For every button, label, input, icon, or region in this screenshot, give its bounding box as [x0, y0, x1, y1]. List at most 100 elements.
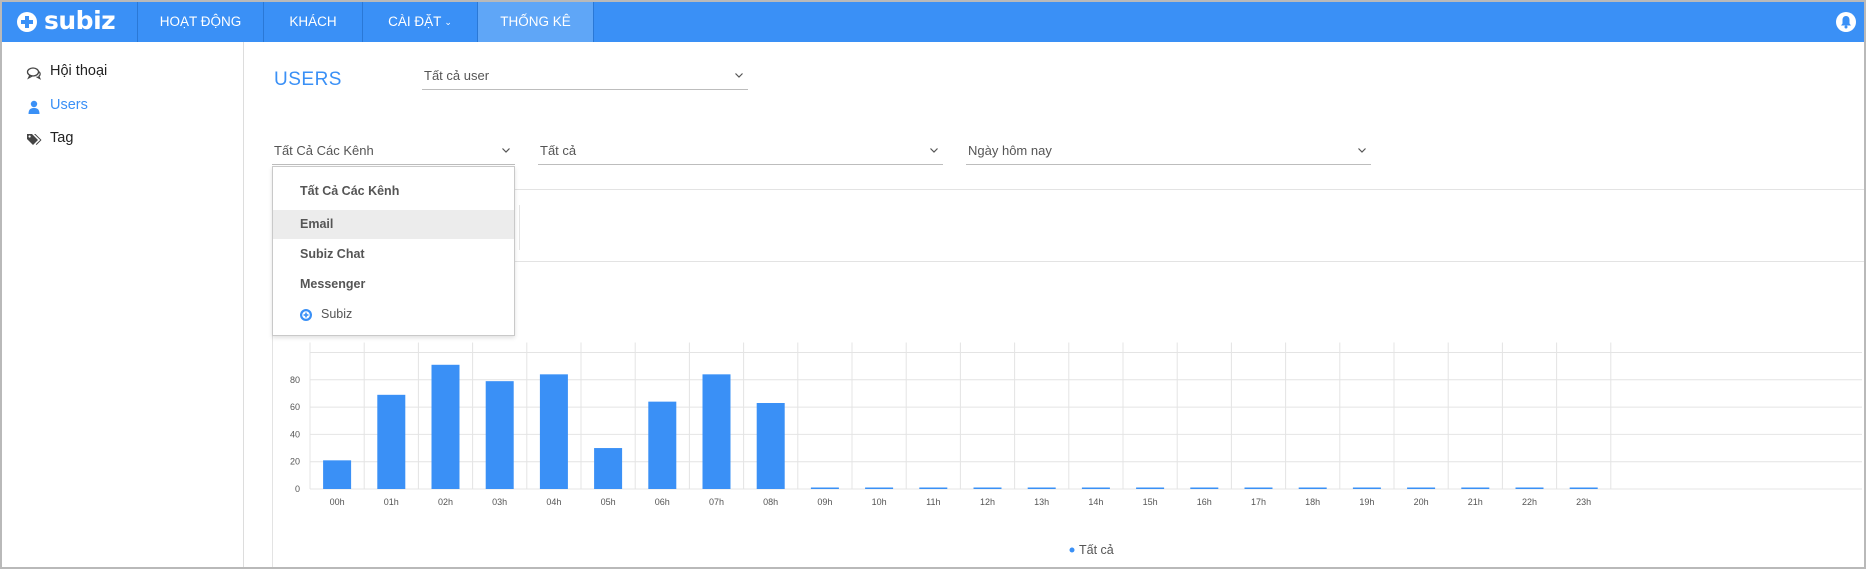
dropdown-item-all-channels[interactable]: Tất Cả Các Kênh	[273, 177, 514, 206]
chart-bar-09h[interactable]	[810, 487, 839, 490]
dropdown-item-label: Messenger	[300, 277, 366, 291]
section-divider	[272, 189, 1864, 190]
x-tick-label: 12h	[980, 497, 995, 507]
sidebar-item-label: Tag	[50, 130, 74, 146]
tags-icon	[27, 134, 42, 145]
channel-filter-value: Tất Cả Các Kênh	[274, 143, 374, 158]
sidebar-item-hoi-thoai[interactable]: Hội thoại	[26, 62, 216, 84]
dropdown-item-subiz[interactable]: Subiz	[273, 300, 514, 329]
user-filter-select[interactable]: Tất cả user	[422, 65, 748, 90]
chart-bar-10h[interactable]	[865, 487, 894, 490]
chevron-down-icon	[502, 148, 510, 153]
legend-marker	[1069, 547, 1075, 553]
date-filter-select[interactable]: Ngày hôm nay	[966, 140, 1371, 165]
chart-bar-03h[interactable]	[485, 381, 514, 489]
x-tick-label: 10h	[872, 497, 887, 507]
chart-bar-16h[interactable]	[1190, 487, 1219, 490]
chart-bars	[323, 364, 1598, 490]
y-tick-label: 20	[290, 457, 300, 467]
y-tick-label: 0	[295, 484, 300, 494]
sidebar-item-tag[interactable]: Tag	[26, 129, 216, 151]
nav-separator	[263, 2, 264, 42]
chart-bar-11h[interactable]	[919, 487, 948, 490]
subiz-logo-icon	[17, 12, 37, 32]
dropdown-item-label: Subiz	[321, 307, 353, 321]
top-navbar: subiz HOẠT ĐỘNG KHÁCH CÀI ĐẶT ⌄ THỐNG KÊ	[2, 2, 1864, 42]
x-tick-label: 17h	[1251, 497, 1266, 507]
chart-bar-14h[interactable]	[1081, 487, 1110, 490]
nav-separator	[137, 2, 138, 42]
status-filter-select[interactable]: Tất cả	[538, 140, 943, 165]
subiz-logo[interactable]: subiz	[16, 6, 120, 38]
chart-bar-21h[interactable]	[1461, 487, 1490, 490]
chat-bubbles-icon	[26, 67, 42, 80]
nav-cai-dat-label: CÀI ĐẶT	[388, 14, 442, 29]
chart-bar-22h[interactable]	[1515, 487, 1544, 490]
dropdown-item-label: Tất Cả Các Kênh	[300, 184, 400, 198]
x-tick-label: 08h	[763, 497, 778, 507]
chart-bar-00h[interactable]	[323, 460, 352, 489]
nav-thong-ke[interactable]: THỐNG KÊ	[478, 2, 593, 42]
dropdown-item-subiz-chat[interactable]: Subiz Chat	[273, 240, 514, 269]
panel-border	[272, 189, 273, 567]
chart-bar-05h[interactable]	[594, 448, 623, 489]
chart-bar-04h[interactable]	[539, 374, 568, 489]
sidebar-item-users[interactable]: Users	[26, 96, 216, 118]
x-tick-label: 04h	[546, 497, 561, 507]
y-tick-label: 80	[290, 375, 300, 385]
chart-bar-13h[interactable]	[1027, 487, 1056, 490]
x-tick-label: 03h	[492, 497, 507, 507]
x-tick-label: 09h	[817, 497, 832, 507]
nav-khach-label: KHÁCH	[289, 14, 337, 29]
chart-bar-15h[interactable]	[1136, 487, 1165, 490]
chart-bar-08h[interactable]	[756, 403, 785, 489]
notification-button[interactable]	[1836, 12, 1856, 32]
sidebar: Hội thoại Users Tag	[2, 42, 244, 567]
x-tick-label: 00h	[330, 497, 345, 507]
chart-bar-07h[interactable]	[702, 374, 731, 489]
channel-dropdown-menu: Tất Cả Các Kênh Email Subiz Chat Messeng…	[272, 166, 515, 336]
chart-bar-06h[interactable]	[648, 401, 677, 489]
chart-grid	[309, 342, 1862, 490]
x-tick-label: 05h	[601, 497, 616, 507]
nav-khach[interactable]: KHÁCH	[264, 2, 362, 42]
chevron-down-icon	[1358, 148, 1366, 153]
y-tick-label: 40	[290, 429, 300, 439]
chart-bar-12h[interactable]	[973, 487, 1002, 490]
nav-separator	[593, 2, 594, 42]
x-tick-label: 18h	[1305, 497, 1320, 507]
y-tick-label: 60	[290, 402, 300, 412]
chart-bar-17h[interactable]	[1244, 487, 1273, 490]
x-tick-label: 21h	[1468, 497, 1483, 507]
x-axis-ticks: 00h 01h 02h 03h 04h 05h 06h 07h 08h 09h 10h 11h 12h 1…	[330, 497, 1592, 507]
nav-thong-ke-label: THỐNG KÊ	[500, 14, 571, 29]
logo-text: subiz	[44, 6, 116, 35]
chart-bar-23h[interactable]	[1569, 487, 1598, 490]
x-tick-label: 16h	[1197, 497, 1212, 507]
x-tick-label: 15h	[1143, 497, 1158, 507]
nav-cai-dat[interactable]: CÀI ĐẶT ⌄	[363, 2, 477, 42]
chart-bar-02h[interactable]	[431, 364, 460, 489]
nav-hoat-dong[interactable]: HOẠT ĐỘNG	[138, 2, 263, 42]
x-tick-label: 13h	[1034, 497, 1049, 507]
chart-legend[interactable]: Tất cả	[1069, 543, 1114, 557]
channel-filter-select[interactable]: Tất Cả Các Kênh	[272, 140, 515, 165]
x-tick-label: 11h	[926, 497, 940, 507]
dropdown-item-messenger[interactable]: Messenger	[273, 270, 514, 299]
date-filter-value: Ngày hôm nay	[968, 143, 1052, 158]
chart-bar-18h[interactable]	[1298, 487, 1327, 490]
dropdown-item-email[interactable]: Email	[273, 210, 514, 239]
dropdown-item-label: Email	[300, 217, 334, 231]
x-tick-label: 14h	[1088, 497, 1103, 507]
x-tick-label: 06h	[655, 497, 670, 507]
nav-separator	[477, 2, 478, 42]
chart-bar-20h[interactable]	[1407, 487, 1436, 490]
chart-bar-19h[interactable]	[1352, 487, 1381, 490]
x-tick-label: 07h	[709, 497, 724, 507]
section-divider	[519, 205, 520, 250]
x-tick-label: 02h	[438, 497, 453, 507]
chart-bar-01h[interactable]	[377, 394, 406, 489]
chevron-down-icon	[930, 148, 938, 153]
page-title: USERS	[274, 69, 342, 90]
